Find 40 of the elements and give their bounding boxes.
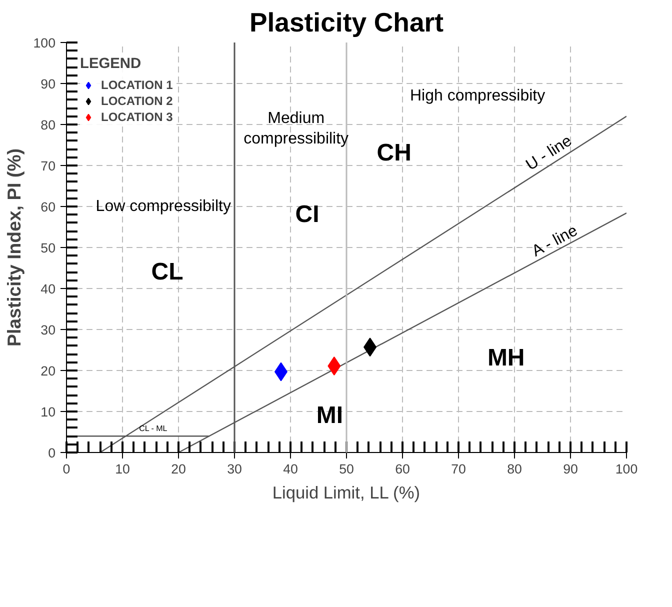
- annotation: CI: [295, 201, 320, 228]
- annotation: CH: [376, 140, 412, 167]
- x-axis-title: Liquid Limit, LL (%): [272, 482, 420, 502]
- annotation: CL - ML: [139, 424, 168, 434]
- y-tick-label: 50: [40, 240, 56, 256]
- y-tick-label: 70: [40, 158, 56, 174]
- annotation: CL: [151, 258, 184, 286]
- y-tick-label: 90: [40, 76, 56, 92]
- annotation: Medium compressibility: [244, 110, 349, 148]
- annotation: MI: [316, 402, 344, 430]
- annotation: Low compressibilty: [96, 198, 231, 215]
- y-tick-label: 40: [40, 282, 56, 296]
- x-tick-label: 30: [227, 462, 242, 476]
- x-tick-label: 60: [395, 462, 410, 476]
- x-tick-label: 10: [115, 462, 130, 476]
- chart-title: Plasticity Chart: [249, 8, 444, 38]
- x-tick-label: 70: [451, 462, 466, 476]
- y-tick-label: 60: [40, 200, 56, 214]
- y-tick-label: 0: [48, 446, 56, 460]
- annotation: MH: [487, 344, 525, 372]
- annotation: U - line: [523, 132, 576, 174]
- annotation: High compressibity: [410, 87, 546, 104]
- x-tick-label: 50: [339, 462, 354, 476]
- y-tick-label: 100: [33, 36, 56, 50]
- y-axis-title: Plasticity Index, PI (%): [3, 148, 24, 347]
- x-tick-label: 80: [507, 462, 522, 476]
- y-tick-label: 20: [40, 364, 56, 378]
- x-tick-label: 90: [563, 462, 578, 476]
- x-tick-label: 40: [283, 462, 298, 476]
- legend-title: LEGEND: [80, 56, 142, 72]
- y-tick-label: 80: [40, 118, 56, 132]
- y-tick-label: 10: [40, 404, 56, 420]
- y-tick-label: 30: [40, 322, 56, 338]
- x-tick-label: 100: [615, 462, 638, 476]
- legend-label: LOCATION 3: [101, 109, 173, 125]
- x-tick-label: 0: [62, 462, 70, 476]
- x-tick-label: 20: [171, 462, 186, 476]
- annotation: A - line: [529, 222, 581, 260]
- legend-label: LOCATION 1: [101, 77, 173, 93]
- legend-label: LOCATION 2: [101, 93, 173, 109]
